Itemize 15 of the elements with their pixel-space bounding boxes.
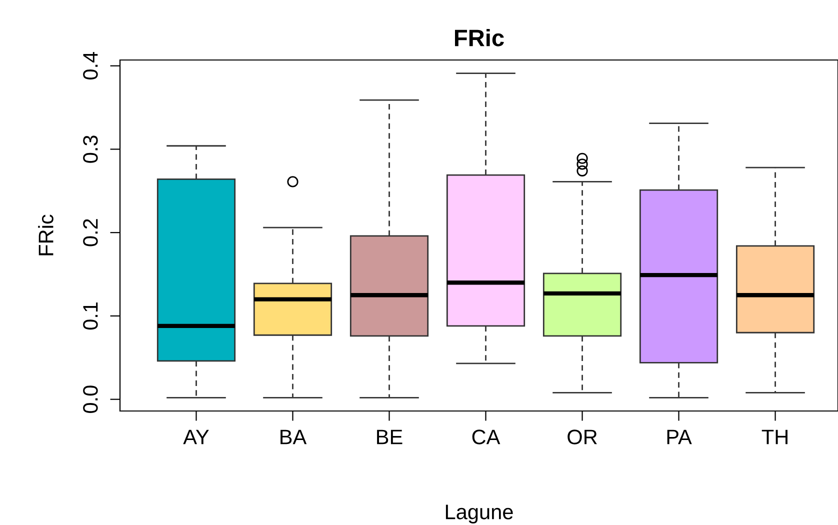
x-axis-title: Lagune [446,504,513,524]
y-tick-label: 0.1 [83,302,98,330]
x-tick-label: BE [377,430,402,444]
x-tick-label: AY [183,430,209,444]
y-axis-title: FRic [38,214,54,256]
chart-title: FRic [455,29,504,46]
x-tick-label: TH [762,430,788,444]
y-tick-label: 0.2 [83,219,98,246]
y-tick-label: 0.3 [83,136,98,163]
y-tick-label: 0.0 [83,386,98,413]
y-tick-label: 0.4 [83,52,98,80]
x-tick-label: BA [280,430,307,444]
x-tick-label: CA [472,430,500,444]
x-tick-label: PA [667,430,692,444]
x-tick-label: OR [568,430,597,444]
